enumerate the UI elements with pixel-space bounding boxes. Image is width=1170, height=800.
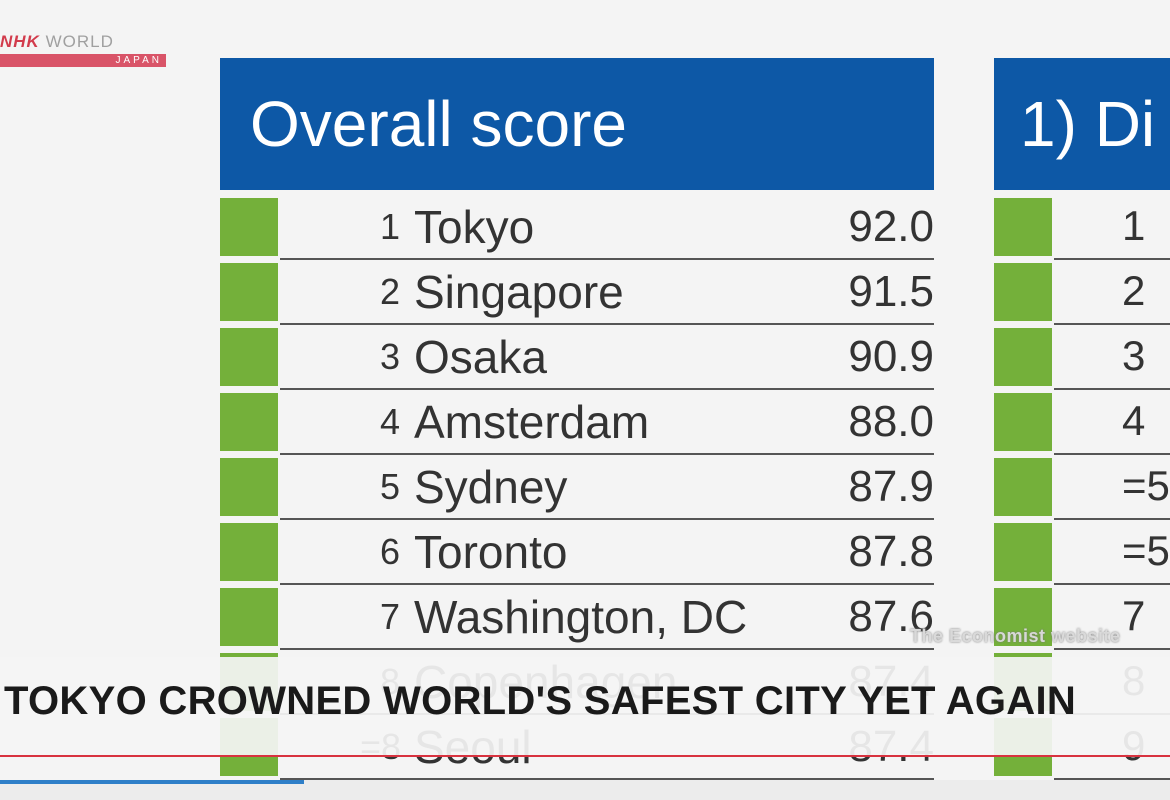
rank-swatch (220, 523, 278, 581)
row-divider (1054, 778, 1170, 780)
ranking-row: 2 Singapore 91.5 (220, 261, 934, 326)
rank-swatch (220, 458, 278, 516)
row-divider (1054, 258, 1170, 260)
progress-bar (0, 780, 305, 784)
city-name: Osaka (414, 331, 547, 383)
side-ranking-row: 7 (994, 586, 1170, 651)
rank-number: 1 (379, 206, 400, 247)
ranking-row: 7 Washington, DC 87.6 (220, 586, 934, 651)
city-name: Toronto (414, 526, 568, 578)
row-divider (1054, 388, 1170, 390)
city-name: Washington, DC (414, 591, 748, 643)
row-divider (280, 388, 934, 390)
logo-text: NHK WORLD (0, 32, 114, 54)
row-divider (280, 323, 934, 325)
ranking-row: 6 Toronto 87.8 (220, 521, 934, 586)
rank-number: 6 (379, 531, 400, 572)
side-ranking-row: 4 (994, 391, 1170, 456)
ranking-row: 4 Amsterdam 88.0 (220, 391, 934, 456)
row-divider (280, 453, 934, 455)
logo-brand: NHK (0, 32, 40, 51)
rank-number: 7 (1122, 592, 1146, 639)
rank-swatch (994, 263, 1052, 321)
side-ranking-row: =5 (994, 521, 1170, 586)
side-panel-title: 1) Di (994, 58, 1170, 190)
rank-swatch (994, 458, 1052, 516)
row-divider (280, 648, 934, 650)
row-divider (1054, 648, 1170, 650)
ranking-row: 1 Tokyo 92.0 (220, 196, 934, 261)
rank-number: 4 (379, 401, 400, 442)
city-score: 90.9 (848, 332, 934, 381)
side-ranking-row: 2 (994, 261, 1170, 326)
rank-number: 4 (1122, 397, 1146, 444)
rank-number: 7 (379, 596, 400, 637)
logo-sub: JAPAN (0, 54, 166, 67)
rank-swatch (220, 588, 278, 646)
city-name: Singapore (414, 266, 624, 318)
rank-swatch (994, 328, 1052, 386)
rank-swatch (220, 393, 278, 451)
banner-divider (0, 755, 1170, 757)
rank-swatch (220, 328, 278, 386)
city-score: 88.0 (848, 397, 934, 446)
rank-number: 1 (1122, 202, 1146, 249)
city-score: 87.8 (848, 527, 934, 576)
rank-number: 2 (379, 271, 400, 312)
row-divider (1054, 518, 1170, 520)
city-name: Sydney (414, 461, 568, 513)
ranking-row: 3 Osaka 90.9 (220, 326, 934, 391)
source-credit: The Economist website (910, 626, 1121, 646)
rank-number: 3 (1122, 332, 1146, 379)
rank-number: 5 (379, 466, 400, 507)
row-divider (1054, 583, 1170, 585)
rank-swatch (994, 588, 1052, 646)
headline: TOKYO CROWNED WORLD'S SAFEST CITY YET AG… (4, 679, 1077, 723)
rank-swatch (994, 393, 1052, 451)
news-banner: TOKYO CROWNED WORLD'S SAFEST CITY YET AG… (0, 657, 1170, 757)
rank-number: 3 (379, 336, 400, 377)
row-divider (280, 518, 934, 520)
rank-swatch (994, 523, 1052, 581)
rank-number: 2 (1122, 267, 1146, 314)
nhk-world-logo: NHK WORLD JAPAN (0, 32, 166, 68)
side-ranking-row: 3 (994, 326, 1170, 391)
city-score: 87.9 (848, 462, 934, 511)
city-score: 91.5 (848, 267, 934, 316)
city-name: Tokyo (414, 201, 535, 253)
rank-swatch (994, 198, 1052, 256)
row-divider (280, 778, 934, 780)
rank-number: =5 (1122, 527, 1170, 574)
side-ranking-row: 1 (994, 196, 1170, 261)
row-divider (280, 258, 934, 260)
rank-number: =5 (1122, 462, 1170, 509)
city-name: Amsterdam (414, 396, 650, 448)
city-score: 87.6 (848, 592, 934, 641)
row-divider (280, 583, 934, 585)
city-score: 92.0 (848, 202, 934, 251)
ranking-row: 5 Sydney 87.9 (220, 456, 934, 521)
row-divider (1054, 323, 1170, 325)
rank-swatch (220, 263, 278, 321)
progress-strip (0, 780, 1170, 800)
side-ranking-row: =5 (994, 456, 1170, 521)
panel-title: Overall score (220, 58, 934, 190)
row-divider (1054, 453, 1170, 455)
logo-world: WORLD (45, 32, 114, 51)
rank-swatch (220, 198, 278, 256)
